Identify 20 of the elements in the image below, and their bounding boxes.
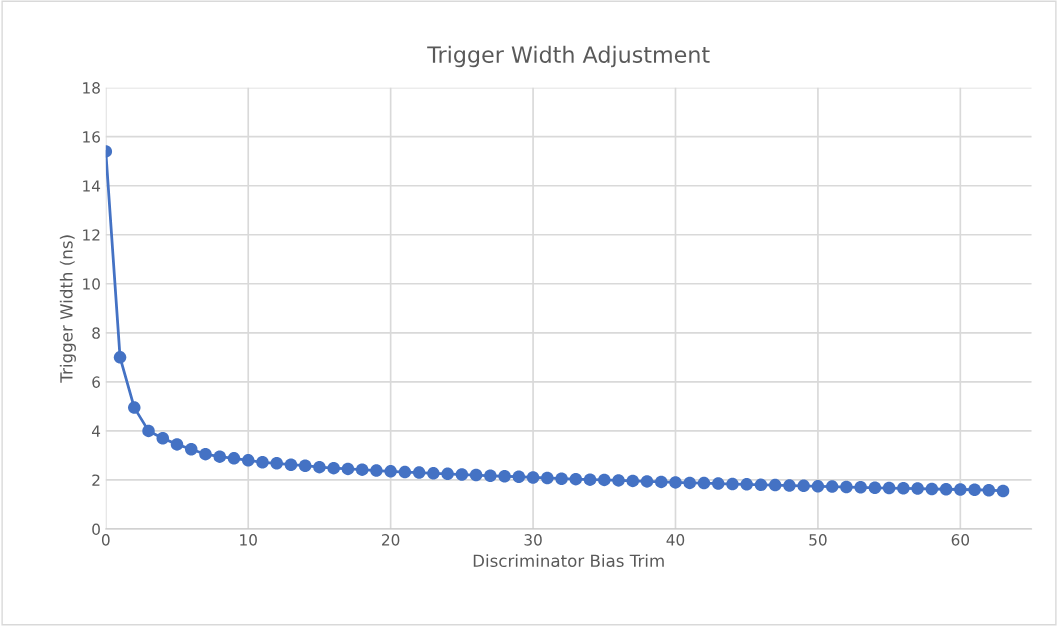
- x-tick-label: 30: [524, 534, 542, 546]
- y-tick-label: 12: [83, 229, 100, 241]
- chart-title: Trigger Width Adjustment: [427, 45, 710, 68]
- x-tick-label: 40: [666, 534, 685, 546]
- y-tick-label: 4: [91, 425, 101, 437]
- x-tick-label: 20: [382, 534, 400, 546]
- x-tick-label: 10: [240, 534, 257, 546]
- y-tick-label: 8: [92, 327, 100, 339]
- x-tick-label: 60: [951, 534, 970, 546]
- x-axis-title: Discriminator Bias Trim: [473, 554, 664, 568]
- x-tick-label: 50: [809, 534, 827, 546]
- y-tick-label: 6: [92, 376, 100, 388]
- y-tick-label: 16: [83, 131, 100, 143]
- y-tick-label: 0: [92, 523, 100, 535]
- y-tick-label: 10: [83, 278, 100, 290]
- y-tick-label: 18: [83, 82, 100, 94]
- y-tick-label: 2: [92, 474, 100, 486]
- y-tick-label: 14: [83, 180, 101, 192]
- y-axis-title: Trigger Width (ns): [59, 235, 76, 383]
- x-tick-label: 0: [101, 534, 110, 546]
